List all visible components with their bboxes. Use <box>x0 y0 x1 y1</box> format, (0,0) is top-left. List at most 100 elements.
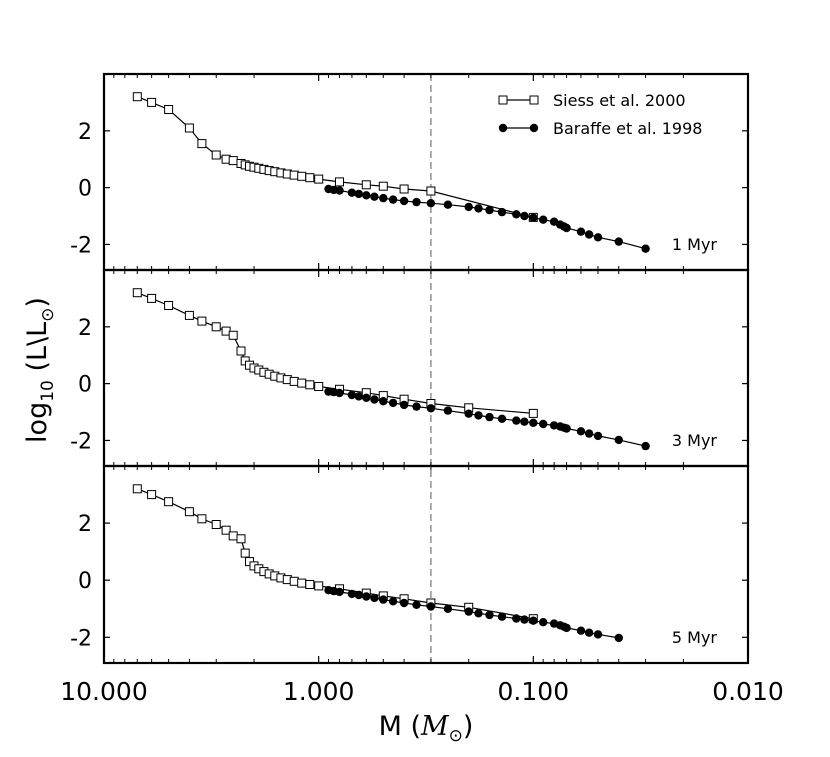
baraffe-point <box>347 589 357 599</box>
text-layer: 1 Myr 3 Myr 5 Myr 2 0 -2 2 0 -2 2 0 -2 10.000 1.000 0.… <box>22 91 784 746</box>
baraffe-point <box>614 435 623 445</box>
panel-1-series <box>132 92 650 253</box>
siess-point <box>289 376 299 386</box>
baraffe-point <box>412 402 421 411</box>
baraffe-point <box>370 192 379 201</box>
baraffe-point <box>399 400 409 410</box>
baraffe-point <box>539 618 548 627</box>
baraffe-point <box>370 395 379 404</box>
baraffe-point <box>641 244 650 253</box>
siess-point <box>289 576 299 586</box>
baraffe-point <box>562 424 571 433</box>
baraffe-point <box>388 597 398 606</box>
baraffe-point <box>412 600 421 609</box>
siess-point <box>147 490 157 500</box>
baraffe-point <box>512 210 521 219</box>
siess-point <box>211 150 221 160</box>
y-tick-label: -2 <box>70 626 92 651</box>
siess-point <box>184 123 194 133</box>
baraffe-point <box>412 197 421 207</box>
baraffe-point <box>464 202 473 212</box>
siess-point <box>297 378 307 388</box>
y-tick-label: 0 <box>78 177 92 202</box>
legend-marker-square <box>498 95 508 105</box>
baraffe-point <box>584 628 594 637</box>
baraffe-point <box>354 392 363 401</box>
siess-point <box>132 484 142 494</box>
legend-marker-circle <box>498 123 508 133</box>
baraffe-point <box>485 205 494 215</box>
siess-point <box>164 301 174 310</box>
siess-point <box>305 380 315 390</box>
legend-label: Siess et al. 2000 <box>553 91 686 110</box>
baraffe-point <box>347 188 357 197</box>
siess-point <box>132 288 142 298</box>
baraffe-point <box>485 610 494 620</box>
baraffe-point <box>388 195 398 204</box>
baraffe-point <box>584 429 594 438</box>
baraffe-point <box>399 196 409 206</box>
baraffe-point <box>335 587 344 597</box>
panel-age-label: 5 Myr <box>672 628 718 647</box>
siess-point <box>314 174 324 184</box>
siess-point <box>236 346 246 356</box>
legend-label: Baraffe et al. 1998 <box>553 119 702 138</box>
baraffe-point <box>529 213 538 222</box>
baraffe-point <box>443 604 453 613</box>
x-tick-label: 1.000 <box>283 677 355 706</box>
y-tick-label: -2 <box>70 233 92 258</box>
siess-point <box>197 514 207 524</box>
baraffe-point <box>388 398 398 408</box>
baraffe-point <box>562 623 571 633</box>
baraffe-point <box>474 204 483 213</box>
siess-point <box>228 156 238 166</box>
baraffe-point <box>584 230 594 239</box>
baraffe-point <box>576 227 586 236</box>
baraffe-point <box>426 404 436 413</box>
y-tick-label: -2 <box>70 429 92 454</box>
panel-2-frame <box>102 268 750 468</box>
baraffe-point <box>370 593 379 603</box>
baraffe-point <box>529 418 538 427</box>
siess-point <box>240 548 250 558</box>
siess-point <box>289 170 299 180</box>
siess-point <box>164 497 174 507</box>
siess-line <box>137 96 534 218</box>
siess-point <box>147 97 157 107</box>
baraffe-point <box>593 431 603 441</box>
siess-point <box>314 581 324 591</box>
baraffe-point <box>474 411 483 420</box>
siess-point <box>528 408 538 418</box>
baraffe-point <box>485 412 494 422</box>
siess-point <box>184 310 194 320</box>
siess-point <box>236 534 246 544</box>
baraffe-point <box>497 207 507 217</box>
siess-point <box>211 520 221 529</box>
data-layer <box>132 92 650 643</box>
baraffe-point <box>614 633 623 643</box>
panel-3-series <box>132 484 623 643</box>
panel-3-frame <box>102 464 750 665</box>
baraffe-point <box>593 233 603 242</box>
siess-point <box>335 177 344 187</box>
baraffe-point <box>362 393 371 402</box>
baraffe-point <box>347 390 357 400</box>
x-tick-label: 0.100 <box>498 677 570 706</box>
baraffe-point <box>520 417 529 426</box>
siess-point <box>228 330 238 340</box>
baraffe-point <box>474 609 483 618</box>
siess-point <box>164 105 174 114</box>
baraffe-point <box>614 237 623 246</box>
siess-point <box>305 580 315 589</box>
baraffe-point <box>576 626 586 635</box>
baraffe-point <box>335 186 344 195</box>
siess-point <box>305 173 315 183</box>
baraffe-point <box>354 189 363 199</box>
x-axis-label: M (M⊙) <box>379 711 474 746</box>
siess-point <box>197 139 207 149</box>
baraffe-point <box>529 616 538 625</box>
baraffe-point <box>512 416 521 425</box>
baraffe-point <box>335 388 344 398</box>
x-tick-label: 0.010 <box>712 677 784 706</box>
